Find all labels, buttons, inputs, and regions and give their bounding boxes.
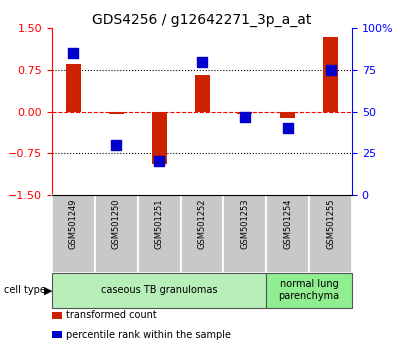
Text: percentile rank within the sample: percentile rank within the sample xyxy=(66,330,231,339)
Point xyxy=(284,125,291,131)
Text: GSM501255: GSM501255 xyxy=(326,199,335,249)
Bar xyxy=(52,273,266,308)
Bar xyxy=(66,64,81,112)
Bar xyxy=(266,195,309,273)
Text: cell type: cell type xyxy=(4,285,46,295)
Text: GSM501251: GSM501251 xyxy=(155,199,164,249)
Point xyxy=(199,59,205,64)
Bar xyxy=(180,195,224,273)
Bar xyxy=(138,195,180,273)
Text: transformed count: transformed count xyxy=(66,310,157,320)
Point xyxy=(113,142,120,148)
Bar xyxy=(280,112,295,118)
Point xyxy=(327,67,334,73)
Text: GSM501253: GSM501253 xyxy=(240,199,249,249)
Bar xyxy=(194,75,210,112)
Title: GDS4256 / g12642271_3p_a_at: GDS4256 / g12642271_3p_a_at xyxy=(92,13,312,27)
Text: GSM501250: GSM501250 xyxy=(112,199,121,249)
Point xyxy=(70,50,77,56)
Text: GSM501252: GSM501252 xyxy=(198,199,206,249)
Bar xyxy=(237,112,252,114)
Bar xyxy=(309,195,352,273)
Bar xyxy=(152,112,167,164)
Bar xyxy=(323,36,338,112)
Text: ▶: ▶ xyxy=(44,285,52,295)
Text: caseous TB granulomas: caseous TB granulomas xyxy=(101,285,217,295)
Bar xyxy=(266,273,352,308)
Point xyxy=(156,159,162,164)
Bar xyxy=(95,195,138,273)
Point xyxy=(242,114,248,119)
Bar xyxy=(52,195,95,273)
Text: GSM501249: GSM501249 xyxy=(69,199,78,249)
Text: GSM501254: GSM501254 xyxy=(283,199,292,249)
Bar xyxy=(224,195,266,273)
Text: normal lung
parenchyma: normal lung parenchyma xyxy=(278,279,340,301)
Bar xyxy=(109,112,124,114)
